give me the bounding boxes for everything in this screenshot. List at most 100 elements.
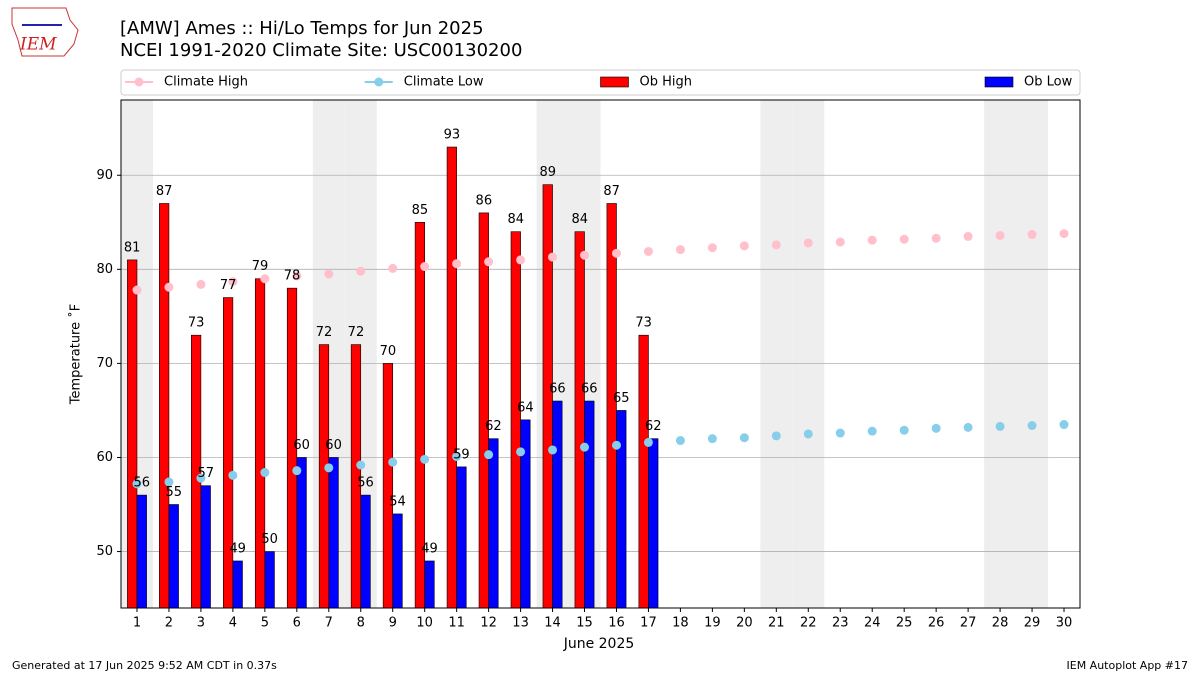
x-tick-label: 15 — [576, 616, 593, 631]
bar-label: 81 — [124, 240, 141, 255]
x-tick-label: 25 — [896, 616, 913, 631]
bar — [318, 344, 330, 609]
bar — [456, 466, 467, 609]
x-tick-label: 30 — [1056, 616, 1073, 631]
x-tick-label: 4 — [229, 616, 237, 631]
line-marker — [324, 269, 334, 279]
bar-label: 86 — [476, 193, 493, 208]
y-tick-label: 90 — [96, 168, 113, 183]
x-tick-label: 9 — [389, 616, 397, 631]
bar-label: 85 — [412, 203, 429, 218]
line-marker — [196, 473, 206, 483]
legend-label: Ob Low — [1024, 75, 1073, 90]
x-tick-label: 2 — [165, 616, 173, 631]
x-tick-label: 8 — [357, 616, 365, 631]
line-marker — [803, 238, 813, 248]
bar — [232, 560, 243, 609]
line-marker — [931, 233, 941, 243]
line-marker — [803, 429, 813, 439]
plot-frame — [120, 99, 1081, 609]
y-tick-label: 80 — [96, 262, 113, 277]
logo-outline — [11, 7, 79, 57]
bar — [168, 504, 179, 609]
bar-label: 84 — [571, 212, 588, 227]
line-marker — [132, 285, 142, 295]
legend-swatch — [984, 76, 1014, 88]
line-marker — [931, 423, 941, 433]
line-marker — [548, 445, 558, 455]
bar-label: 50 — [261, 532, 278, 547]
line-marker — [771, 240, 781, 250]
bar-label: 78 — [284, 269, 301, 284]
line-marker — [675, 436, 685, 446]
y-tick-label: 70 — [96, 356, 113, 371]
x-tick-label: 20 — [736, 616, 753, 631]
bar — [648, 438, 659, 609]
x-tick-label: 22 — [800, 616, 817, 631]
bar — [222, 297, 234, 609]
y-tick-label: 60 — [96, 450, 113, 465]
footer-right: IEM Autoplot App #17 — [1067, 659, 1189, 672]
line-marker — [164, 477, 174, 487]
line-marker — [292, 466, 302, 476]
bar-label: 62 — [485, 419, 502, 434]
bar — [638, 334, 649, 609]
x-tick-label: 28 — [992, 616, 1009, 631]
line-marker — [580, 250, 590, 260]
line-marker — [963, 422, 973, 432]
bar-label: 60 — [325, 438, 342, 453]
line-marker — [516, 447, 526, 457]
bar — [296, 457, 307, 609]
line-marker — [228, 277, 238, 287]
bar — [424, 560, 435, 609]
bar — [488, 438, 499, 609]
y-axis-label: Temperature ˚F — [68, 304, 84, 405]
line-marker — [164, 282, 174, 292]
line-marker — [611, 440, 621, 450]
x-axis-label: June 2025 — [563, 636, 635, 652]
weekend-band — [760, 100, 793, 608]
chart-subtitle: NCEI 1991-2020 Climate Site: USC00130200 — [120, 40, 522, 61]
bar-label: 66 — [581, 382, 598, 397]
bar — [328, 457, 339, 609]
bar-label: 70 — [380, 344, 397, 359]
line-marker — [963, 231, 973, 241]
bar-label: 73 — [188, 316, 205, 331]
bar-label: 49 — [421, 541, 438, 556]
line-marker — [707, 243, 717, 253]
y-tick-label: 50 — [96, 544, 113, 559]
line-marker — [1059, 420, 1069, 430]
line-marker — [739, 241, 749, 251]
line-marker — [324, 463, 334, 473]
bar — [159, 203, 170, 609]
line-marker — [452, 259, 462, 269]
line-marker — [643, 246, 653, 256]
legend-label: Climate Low — [404, 75, 484, 90]
line-marker — [548, 252, 558, 262]
line-marker — [292, 271, 302, 281]
x-tick-label: 12 — [480, 616, 497, 631]
bar-label: 79 — [252, 259, 269, 274]
bar — [478, 212, 489, 609]
bar — [392, 513, 403, 609]
x-tick-label: 6 — [293, 616, 301, 631]
x-tick-label: 27 — [960, 616, 977, 631]
line-marker — [899, 425, 909, 435]
bar — [200, 485, 211, 609]
line-marker — [739, 433, 749, 443]
line-marker — [1027, 230, 1037, 240]
x-tick-label: 7 — [325, 616, 333, 631]
bar-label: 66 — [549, 382, 566, 397]
line-marker — [484, 450, 494, 460]
line-marker — [899, 234, 909, 244]
bar — [574, 231, 585, 609]
x-tick-label: 5 — [261, 616, 269, 631]
bar-label: 49 — [229, 541, 246, 556]
bar-label: 77 — [220, 278, 237, 293]
line-marker — [228, 470, 238, 480]
line-marker — [995, 230, 1005, 240]
bar-label: 64 — [517, 400, 534, 415]
x-tick-label: 23 — [832, 616, 849, 631]
bar-label: 93 — [444, 128, 461, 143]
legend-marker — [134, 77, 144, 87]
